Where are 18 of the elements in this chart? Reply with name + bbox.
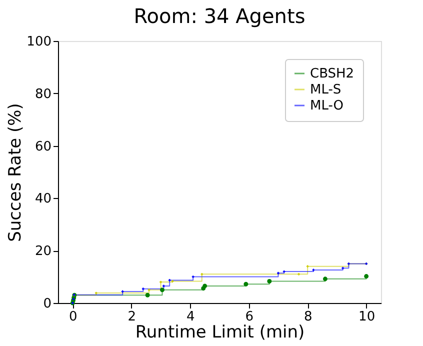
- x-tick-label: 4: [186, 310, 195, 324]
- y-tick-label: 0: [43, 296, 52, 312]
- y-axis-title: Succes Rate (%): [6, 103, 26, 242]
- y-tick-label: 100: [26, 34, 52, 50]
- chart-title: Room: 34 Agents: [134, 4, 306, 28]
- x-tick-label: 6: [245, 310, 254, 324]
- legend-label: ML-O: [310, 98, 344, 114]
- legend-label: CBSH2: [310, 66, 354, 82]
- y-tick-label: 80: [34, 86, 52, 102]
- y-tick-label: 20: [34, 244, 52, 260]
- y-tick-label: 40: [34, 192, 52, 207]
- x-tick-label: 8: [304, 310, 312, 324]
- x-axis-title: Runtime Limit (min): [135, 322, 305, 342]
- x-tick-label: 2: [128, 310, 136, 324]
- y-tick-label: 60: [34, 139, 52, 154]
- x-tick-label: 0: [69, 310, 78, 324]
- legend-label: ML-S: [310, 82, 342, 98]
- x-tick-label: 10: [358, 310, 376, 324]
